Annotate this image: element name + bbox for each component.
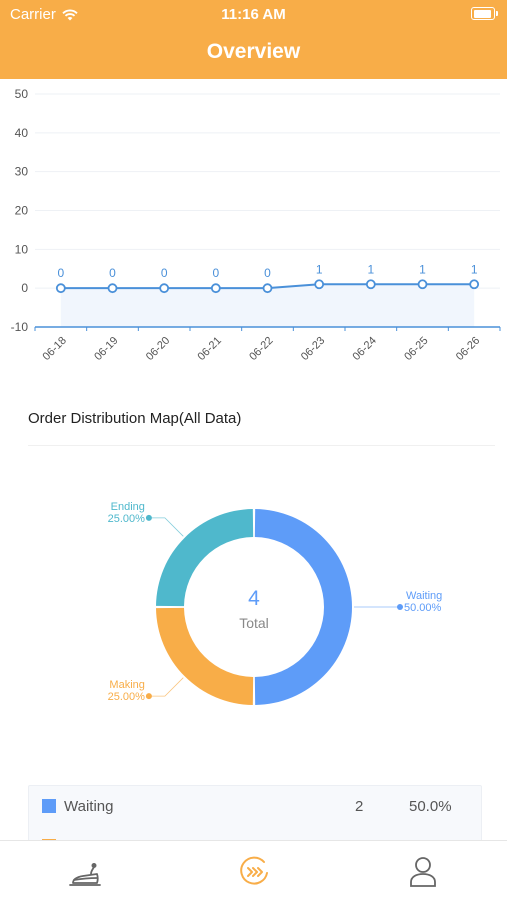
- donut-center-label: Total: [239, 615, 269, 631]
- data-label: 1: [367, 262, 374, 276]
- divider: [28, 445, 495, 446]
- legend-row-waiting[interactable]: Waiting 2 50.0%: [29, 786, 481, 826]
- data-point: [55, 283, 66, 294]
- donut-slice-making: [156, 607, 254, 705]
- data-label: 0: [264, 266, 271, 280]
- donut-slice-ending: [156, 509, 254, 607]
- slice-label: Making: [109, 679, 144, 691]
- label-dot: [397, 604, 403, 610]
- tab-bar: [0, 840, 507, 901]
- data-label: 0: [212, 266, 219, 280]
- data-point: [262, 283, 273, 294]
- y-tick-label: -10: [11, 320, 29, 334]
- label-leader: [148, 517, 184, 537]
- data-label: 1: [471, 262, 478, 276]
- page-title: Overview: [206, 40, 301, 63]
- y-tick-label: 10: [15, 242, 29, 256]
- slice-label: Waiting: [406, 590, 442, 602]
- x-tick-label: 06-26: [454, 335, 482, 363]
- y-tick-label: 20: [15, 204, 29, 218]
- section-title: Order Distribution Map(All Data): [28, 410, 242, 427]
- label-dot: [145, 514, 152, 521]
- x-tick-label: 06-19: [92, 335, 120, 363]
- slice-percent: 25.00%: [108, 513, 146, 525]
- x-tick-label: 06-25: [402, 335, 430, 363]
- carrier-label: Carrier: [10, 6, 56, 23]
- legend-percent: 50.0%: [409, 797, 452, 815]
- x-tick-label: 06-18: [41, 335, 69, 363]
- data-point: [314, 279, 325, 290]
- x-tick-label: 06-21: [196, 335, 224, 363]
- legend-count: 2: [355, 797, 364, 815]
- tab-orders[interactable]: [169, 841, 338, 901]
- y-tick-label: 0: [21, 281, 28, 295]
- slice-percent: 25.00%: [108, 691, 146, 703]
- data-label: 0: [109, 266, 116, 280]
- slice-label: Ending: [111, 501, 145, 513]
- line-area: [60, 284, 475, 327]
- cake-icon: [68, 862, 101, 886]
- data-point: [365, 279, 376, 290]
- y-tick-label: 50: [15, 87, 29, 101]
- x-tick-label: 06-23: [299, 335, 327, 363]
- arrows-circle-icon: [239, 856, 268, 885]
- user-icon: [409, 857, 436, 887]
- status-carrier: Carrier: [10, 6, 78, 23]
- x-tick-label: 06-22: [247, 335, 275, 363]
- data-label: 1: [419, 262, 426, 276]
- donut-slice-waiting: [254, 509, 353, 705]
- data-point: [417, 279, 428, 290]
- slice-percent: 50.00%: [404, 602, 442, 614]
- line-chart: -10 0 10 20 30 40 50 0 0 0 0 0 1 1 1 1 06-18 06-19 06-20 06…: [11, 87, 501, 363]
- donut-center-value: 4: [248, 587, 260, 610]
- legend-swatch: [42, 799, 56, 813]
- data-point: [107, 283, 118, 294]
- label-dot: [145, 693, 152, 700]
- data-point: [210, 283, 221, 294]
- data-point: [469, 279, 480, 290]
- data-point: [159, 283, 170, 294]
- data-label: 0: [161, 266, 168, 280]
- donut-chart: Waiting50.00%Making25.00%Ending25.00%4To…: [108, 501, 442, 705]
- x-tick-label: 06-24: [351, 335, 379, 363]
- battery-icon: [471, 7, 498, 20]
- x-tick-label: 06-20: [144, 335, 172, 363]
- tab-cake[interactable]: [0, 841, 169, 901]
- data-label: 1: [316, 262, 323, 276]
- legend-label: Waiting: [64, 797, 114, 815]
- navigation-bar: Carrier 11:16 AM Overview: [0, 0, 507, 79]
- data-label: 0: [57, 266, 64, 280]
- status-time: 11:16 AM: [221, 6, 286, 23]
- y-tick-label: 40: [15, 126, 29, 140]
- label-leader: [148, 677, 184, 697]
- wifi-icon: [62, 9, 78, 20]
- tab-profile[interactable]: [338, 841, 507, 901]
- y-tick-label: 30: [15, 165, 29, 179]
